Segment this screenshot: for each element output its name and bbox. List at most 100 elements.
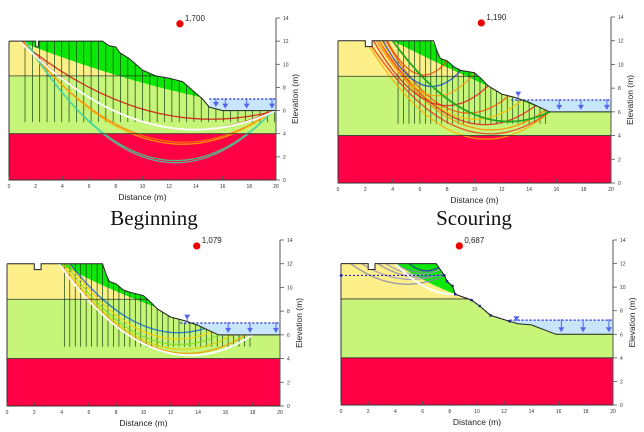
x-tick-label: 6 bbox=[421, 409, 424, 415]
y-axis-label: Elevation (m) bbox=[625, 75, 635, 125]
trial-slip-surface bbox=[386, 40, 448, 76]
slip-center-marker bbox=[176, 20, 184, 28]
y-tick-label: 0 bbox=[283, 178, 286, 184]
factor-of-safety-label: 0,687 bbox=[464, 236, 485, 245]
arrow-head-icon bbox=[246, 327, 253, 333]
arrow-head-icon bbox=[556, 104, 563, 110]
x-axis-label: Distance (m) bbox=[450, 195, 498, 205]
x-tick-label: 18 bbox=[581, 187, 587, 193]
y-tick-label: 4 bbox=[618, 134, 621, 140]
trial-slip-surface bbox=[381, 40, 523, 120]
critical-slip-surface bbox=[391, 40, 550, 123]
y-tick-label: 12 bbox=[620, 262, 626, 268]
panel-scouring-top: 0 2 4 6 8 10 12 14 0 2 4 6 8 10 12 14 16 18 20 Distance (m)… bbox=[337, 13, 635, 205]
x-axis-label: Distance (m) bbox=[119, 418, 167, 428]
x-tick-label: 0 bbox=[337, 187, 340, 193]
upper-soil-layer bbox=[341, 263, 613, 299]
x-tick-label: 10 bbox=[140, 184, 146, 190]
arrow-head-icon bbox=[225, 327, 232, 333]
slip-center-marker bbox=[455, 242, 463, 250]
y-tick-label: 10 bbox=[620, 285, 626, 291]
x-tick-label: 8 bbox=[115, 410, 118, 416]
y-tick-label: 2 bbox=[618, 157, 621, 163]
caption-scouring: Scouring bbox=[436, 206, 512, 230]
trial-slip-surface bbox=[62, 263, 233, 350]
trial-slip-surface bbox=[368, 46, 550, 140]
y-tick-label: 4 bbox=[620, 356, 623, 362]
x-tick-label: 12 bbox=[499, 187, 505, 193]
y-tick-label: 6 bbox=[618, 110, 621, 116]
x-tick-label: 2 bbox=[367, 409, 370, 415]
x-tick-label: 6 bbox=[419, 187, 422, 193]
ground-surface bbox=[341, 263, 613, 335]
critical-slip-surface bbox=[58, 263, 254, 357]
x-tick-label: 10 bbox=[472, 187, 478, 193]
x-tick-label: 8 bbox=[114, 184, 117, 190]
critical-slip-surface bbox=[394, 263, 456, 296]
arrow-head-icon bbox=[515, 91, 522, 97]
x-tick-label: 4 bbox=[391, 187, 394, 193]
arrow-head-icon bbox=[272, 327, 279, 333]
trial-slip-surface bbox=[69, 263, 206, 334]
bedrock-layer bbox=[338, 135, 611, 183]
x-tick-label: 4 bbox=[60, 410, 63, 416]
trial-slip-surface bbox=[382, 40, 462, 87]
x-axis-label: Distance (m) bbox=[118, 192, 166, 202]
x-tick-label: 16 bbox=[223, 410, 229, 416]
trial-slip-surface bbox=[67, 263, 213, 340]
trial-slip-surface bbox=[350, 263, 445, 285]
trial-slip-surface bbox=[408, 263, 440, 272]
y-tick-label: 6 bbox=[287, 333, 290, 339]
y-tick-label: 10 bbox=[618, 62, 624, 68]
x-tick-label: 16 bbox=[220, 184, 226, 190]
y-axis-label: Elevation (m) bbox=[627, 297, 637, 347]
x-tick-label: 10 bbox=[474, 409, 480, 415]
panel-beginning-top: 0 2 4 6 8 10 12 14 0 2 4 6 8 10 12 14 16 18 20 Distance (m)… bbox=[8, 14, 300, 202]
x-axis-label: Distance (m) bbox=[453, 417, 501, 427]
x-tick-label: 16 bbox=[554, 187, 560, 193]
y-tick-label: 12 bbox=[283, 39, 289, 45]
slip-center-marker bbox=[193, 242, 201, 250]
y-tick-label: 14 bbox=[618, 15, 624, 21]
x-tick-label: 20 bbox=[273, 184, 279, 190]
arrow-head-icon bbox=[580, 327, 587, 333]
trial-slip-surface bbox=[378, 40, 476, 97]
x-tick-label: 2 bbox=[364, 187, 367, 193]
trial-slip-surface bbox=[378, 40, 537, 126]
panel-beginning-bottom: 0 2 4 6 8 10 12 14 0 2 4 6 8 10 12 14 16 18 20 Distance (m)… bbox=[6, 236, 304, 428]
y-axis-label: Elevation (m) bbox=[290, 74, 300, 124]
y-tick-label: 2 bbox=[620, 379, 623, 385]
trial-slip-surface bbox=[19, 41, 276, 120]
x-tick-label: 10 bbox=[141, 410, 147, 416]
water-body bbox=[511, 97, 611, 112]
ground-surface bbox=[338, 40, 611, 113]
ground-surface bbox=[7, 263, 280, 336]
arrow-head-icon bbox=[513, 316, 520, 322]
water-body bbox=[209, 99, 276, 111]
x-tick-label: 0 bbox=[8, 184, 11, 190]
bedrock-layer bbox=[7, 358, 280, 406]
arrow-head-icon bbox=[212, 101, 219, 107]
arrow-head-icon bbox=[605, 327, 612, 333]
trial-slip-surface bbox=[59, 263, 247, 355]
x-tick-label: 12 bbox=[168, 410, 174, 416]
y-tick-label: 6 bbox=[620, 332, 623, 338]
y-tick-label: 14 bbox=[620, 238, 626, 244]
factor-of-safety-label: 1,190 bbox=[486, 13, 507, 22]
upper-soil-layer bbox=[338, 40, 611, 77]
x-tick-label: 8 bbox=[446, 187, 449, 193]
y-tick-label: 0 bbox=[618, 181, 621, 187]
y-tick-label: 8 bbox=[620, 309, 623, 315]
bedrock-layer bbox=[341, 357, 613, 405]
slip-center-marker bbox=[477, 19, 485, 27]
factor-of-safety-label: 1,700 bbox=[185, 14, 206, 23]
y-tick-label: 0 bbox=[287, 404, 290, 410]
x-tick-label: 12 bbox=[166, 184, 172, 190]
x-tick-label: 14 bbox=[193, 184, 199, 190]
water-body bbox=[180, 320, 280, 335]
x-tick-label: 6 bbox=[88, 184, 91, 190]
y-tick-label: 12 bbox=[287, 262, 293, 268]
y-tick-label: 14 bbox=[287, 238, 293, 244]
arrow-head-icon bbox=[603, 104, 610, 110]
